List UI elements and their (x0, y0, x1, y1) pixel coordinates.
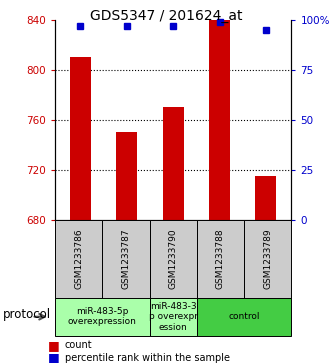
Bar (255, 176, 276, 220)
Text: GSM1233788: GSM1233788 (216, 228, 225, 289)
Text: ■: ■ (48, 339, 60, 352)
Bar (116, 132, 137, 220)
Text: ■: ■ (48, 351, 60, 363)
Text: GSM1233787: GSM1233787 (121, 228, 131, 289)
Text: protocol: protocol (3, 309, 52, 321)
Text: GSM1233786: GSM1233786 (74, 228, 83, 289)
Text: count: count (65, 340, 93, 350)
Text: GDS5347 / 201624_at: GDS5347 / 201624_at (90, 9, 243, 23)
Bar (70, 57, 91, 220)
Text: GSM1233789: GSM1233789 (263, 228, 272, 289)
Bar (209, 20, 230, 220)
Text: GSM1233790: GSM1233790 (168, 228, 178, 289)
Bar (163, 107, 183, 220)
Text: miR-483-3
p overexpr
ession: miR-483-3 p overexpr ession (149, 302, 198, 332)
Text: percentile rank within the sample: percentile rank within the sample (65, 352, 230, 363)
Text: miR-483-5p
overexpression: miR-483-5p overexpression (68, 307, 137, 326)
Text: control: control (228, 312, 260, 321)
